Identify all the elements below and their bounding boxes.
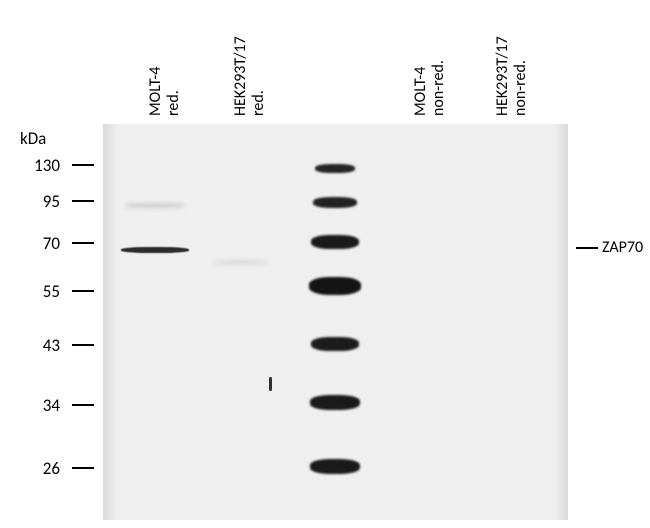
ladder-band	[310, 459, 360, 474]
mw-tick	[72, 344, 94, 346]
mw-label: 70	[43, 233, 60, 254]
lane-condition: red.	[165, 67, 183, 116]
target-tick	[576, 247, 598, 249]
lane-condition: non-red.	[430, 60, 448, 116]
sample-band	[121, 247, 189, 253]
mw-tick	[72, 164, 94, 166]
mw-tick	[72, 200, 94, 202]
lane-label: MOLT-4non-red.	[412, 60, 447, 116]
target-label: ZAP70	[602, 238, 643, 257]
lane-name: MOLT-4	[147, 67, 165, 116]
sample-band	[213, 261, 268, 264]
kda-unit-label: kDa	[20, 128, 46, 149]
mw-label: 95	[43, 191, 60, 212]
ladder-band	[311, 337, 359, 351]
lane-label: HEK293T/17non-red.	[494, 36, 529, 116]
mw-label: 43	[43, 335, 60, 356]
ladder-band	[315, 164, 355, 173]
mw-tick	[72, 404, 94, 406]
blot-artifact	[269, 377, 272, 391]
ladder-band	[309, 277, 361, 295]
ladder-band	[313, 197, 357, 208]
mw-label: 55	[43, 281, 60, 302]
mw-label: 26	[43, 458, 60, 479]
lane-name: HEK293T/17	[232, 36, 250, 116]
lane-condition: non-red.	[512, 36, 530, 116]
ladder-band	[311, 235, 359, 249]
sample-band	[125, 204, 185, 207]
lane-label: HEK293T/17red.	[232, 36, 267, 116]
mw-label: 34	[43, 395, 60, 416]
lane-condition: red.	[250, 36, 268, 116]
lane-name: HEK293T/17	[494, 36, 512, 116]
mw-label: 130	[34, 155, 60, 176]
ladder-band	[310, 395, 360, 410]
lane-label: MOLT-4red.	[147, 67, 182, 116]
mw-tick	[72, 242, 94, 244]
mw-tick	[72, 290, 94, 292]
mw-tick	[72, 467, 94, 469]
lane-name: MOLT-4	[412, 60, 430, 116]
